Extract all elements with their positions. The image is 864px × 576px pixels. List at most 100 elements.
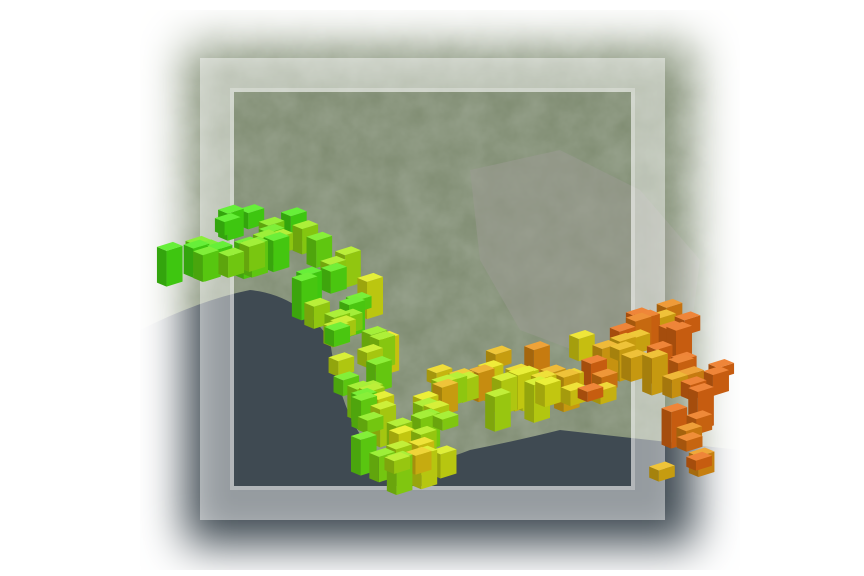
cube-face: [524, 381, 534, 423]
cube-face: [695, 455, 712, 471]
cube-face: [273, 235, 290, 273]
cube-face: [351, 387, 377, 397]
cube-face: [578, 333, 595, 362]
cube-face: [166, 245, 183, 287]
cube-face: [394, 456, 411, 474]
cube-face: [468, 364, 495, 374]
cube-face: [258, 216, 285, 226]
cube-face: [156, 241, 183, 251]
cube-face: [156, 246, 167, 287]
cube-face: [688, 383, 714, 393]
water: [140, 290, 740, 570]
cube-face: [544, 380, 561, 408]
cube-face: [386, 417, 413, 427]
cube-face: [415, 450, 432, 475]
cube-face: [304, 302, 314, 329]
cube-face: [292, 220, 319, 230]
cube-face: [357, 349, 367, 368]
cube-face: [508, 366, 534, 376]
cube-face: [423, 400, 450, 410]
cube-face: [339, 296, 365, 306]
cube-face: [263, 231, 290, 241]
cube-face: [661, 408, 672, 449]
cube: [524, 341, 550, 374]
cube-face: [183, 244, 194, 278]
cube-face: [292, 225, 303, 255]
cube: [193, 246, 219, 282]
cube-face: [530, 370, 557, 380]
cube-face: [560, 382, 587, 392]
frame-inner: [230, 88, 635, 490]
cube-face: [321, 262, 347, 272]
cube-face: [535, 381, 545, 408]
cube: [485, 388, 511, 432]
cube-face: [228, 251, 245, 278]
cube-face: [304, 297, 330, 307]
cube-face: [193, 251, 203, 282]
cube-face: [440, 449, 457, 479]
cube-face: [505, 363, 531, 373]
cube-face: [369, 331, 396, 341]
cube-face: [703, 366, 729, 376]
cube-face: [357, 344, 383, 354]
cube-face: [668, 354, 695, 364]
cube-face: [330, 266, 347, 294]
cube-face: [658, 465, 675, 482]
cube-face: [686, 436, 703, 452]
cube-face: [609, 341, 636, 351]
cube-face: [577, 387, 588, 403]
cube-face: [202, 250, 219, 282]
cube-face: [252, 229, 279, 239]
cube-face: [686, 410, 713, 420]
cube-face: [494, 392, 511, 432]
cube-face: [412, 391, 439, 401]
cube-face: [193, 246, 219, 256]
cube-face: [367, 276, 384, 320]
cube-face: [432, 415, 443, 431]
cube-face: [680, 381, 691, 401]
cube-face: [291, 272, 318, 282]
cube-face: [674, 311, 701, 321]
cube-face: [344, 250, 361, 288]
cube-face: [369, 447, 395, 457]
cube-face: [686, 451, 712, 461]
cube: [649, 461, 675, 482]
cube-face: [662, 376, 672, 399]
cube-face: [238, 204, 265, 214]
cube-face: [334, 325, 351, 348]
cube-face: [485, 393, 495, 432]
cube-face: [386, 440, 412, 450]
cube-face: [426, 364, 453, 374]
cube-face: [554, 368, 580, 378]
cube-face: [649, 466, 659, 482]
cube-face: [533, 345, 550, 374]
cube: [324, 321, 351, 348]
cube-face: [680, 376, 707, 386]
cube-face: [609, 322, 636, 332]
cube-face: [581, 354, 607, 364]
cube: [577, 382, 604, 403]
cube-face: [296, 266, 322, 276]
cube: [214, 213, 241, 236]
cube-face: [218, 252, 229, 278]
cube-face: [569, 329, 595, 339]
cube-face: [333, 371, 360, 381]
cube-face: [306, 236, 317, 268]
cube-face: [335, 246, 361, 256]
cube-face: [366, 355, 392, 365]
cube: [676, 432, 703, 452]
cube-face: [642, 349, 668, 359]
cube-face: [389, 425, 415, 435]
mountains: [470, 150, 700, 360]
frame: [200, 58, 665, 520]
cube: [328, 352, 355, 377]
cube-face: [686, 456, 696, 471]
cube: [535, 376, 561, 408]
cube-face: [642, 354, 652, 396]
cube-face: [592, 339, 619, 349]
cube-face: [485, 388, 511, 398]
cube-face: [367, 415, 384, 434]
cube-face: [338, 356, 355, 377]
cube-face: [324, 308, 351, 318]
